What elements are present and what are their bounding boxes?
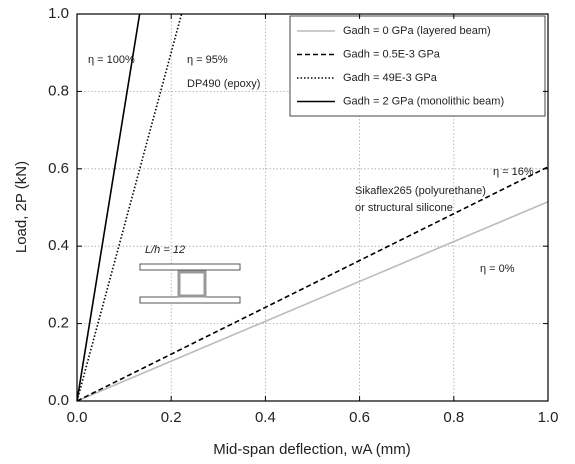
x-axis-label: Mid-span deflection, wA (mm) [213,441,411,458]
annotation: DP490 (epoxy) [187,78,260,90]
legend: Gadh = 0 GPa (layered beam) Gadh = 0.5E-3… [289,15,546,117]
annotation: η = 0% [480,263,515,275]
y-axis-label: Load, 2P (kN) [13,161,30,253]
annotation: η = 95% [187,54,228,66]
series-line [77,14,141,401]
annotation: L/h = 12 [145,244,185,256]
x-tick-label: 0.6 [349,409,370,426]
beam-icon [139,263,241,304]
x-tick-label: 0.2 [161,409,182,426]
y-tick-label: 0.6 [48,160,69,177]
y-tick-label: 0.4 [48,237,69,254]
y-tick-label: 0.0 [48,392,69,409]
x-tick-label: 0.0 [67,409,88,426]
series-line [77,166,548,401]
plot-frame [76,13,549,402]
legend-label: Gadh = 2 GPa (monolithic beam) [343,95,504,107]
annotation: or structural silicone [355,202,453,214]
legend-label: Gadh = 0.5E-3 GPa [343,48,441,60]
annotation: η = 100% [88,54,135,66]
legend-label: Gadh = 49E-3 GPa [343,72,438,84]
annotation: η = 16% [493,166,534,178]
plot-lines [77,14,548,401]
y-tick-label: 0.8 [48,82,69,99]
annotation: Sikaflex265 (polyurethane) [355,185,486,197]
series-line [77,200,548,401]
y-tick-label: 1.0 [48,5,69,22]
legend-label: Gadh = 0 GPa (layered beam) [343,25,491,37]
series-line [77,14,183,401]
x-tick-label: 0.4 [255,409,276,426]
x-tick-label: 0.8 [443,409,464,426]
y-tick-label: 0.2 [48,315,69,332]
x-tick-label: 1.0 [538,409,559,426]
